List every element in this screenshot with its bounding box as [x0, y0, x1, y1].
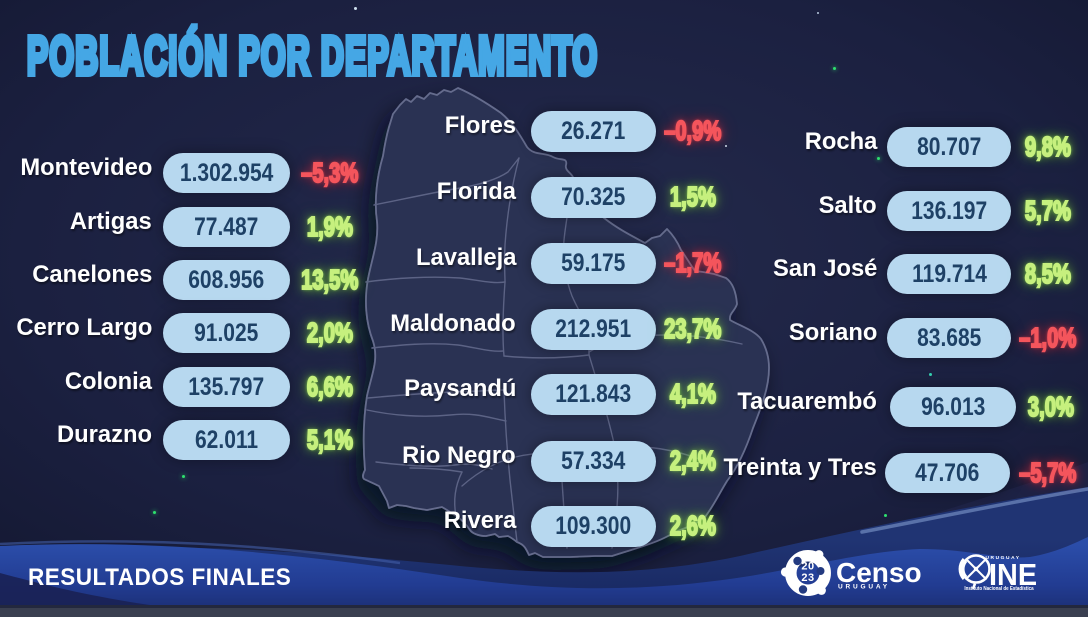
svg-text:INE: INE — [989, 558, 1037, 592]
svg-text:URUGUAY: URUGUAY — [985, 555, 1020, 561]
svg-text:Instituto Nacional de Estadíst: Instituto Nacional de Estadística — [964, 586, 1034, 592]
svg-text:URUGUAY: URUGUAY — [838, 584, 890, 591]
svg-text:23: 23 — [801, 572, 814, 584]
svg-text:Censo: Censo — [836, 557, 922, 588]
svg-text:20: 20 — [801, 561, 814, 573]
